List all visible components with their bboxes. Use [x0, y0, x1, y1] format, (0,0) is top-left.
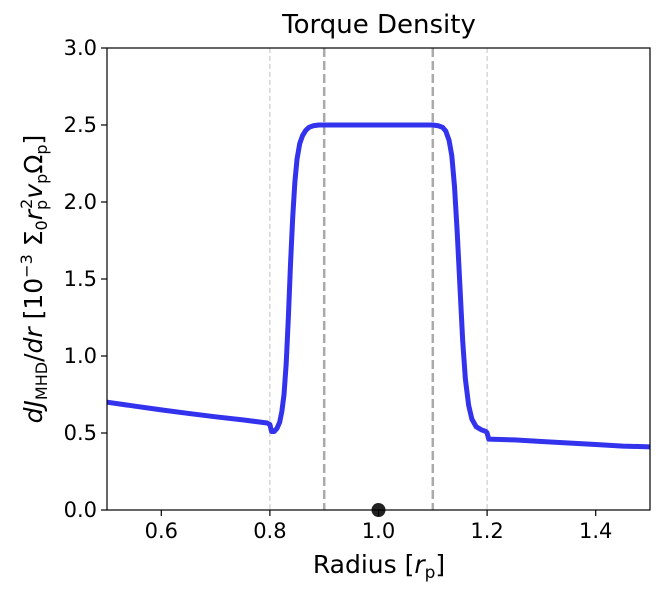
y-label-sub-0: 0 [32, 220, 51, 230]
y-label-d1: d [19, 407, 48, 423]
y-label-omega: Ω [19, 155, 48, 174]
y-label-v: v [19, 183, 48, 199]
reference-lines [269, 48, 488, 510]
series-line-0 [106, 122, 651, 450]
y-label-sub-p3: p [32, 144, 51, 154]
y-label-sup-2: 2 [17, 199, 36, 209]
x-axis-label-end: ] [435, 550, 445, 579]
x-axis-label: Radius [rp] [313, 550, 445, 583]
y-label-sub-p: p [32, 200, 51, 210]
y-tick-label: 1.0 [64, 344, 97, 368]
y-label-d2: d [19, 337, 48, 353]
x-tick-label: 1.2 [470, 519, 503, 543]
y-axis-ticks: 0.0 0.5 1.0 1.5 2.0 2.5 3.0 [64, 36, 107, 522]
series-group [106, 122, 651, 450]
y-tick-label: 0.0 [64, 498, 97, 522]
y-label-r2: r [19, 208, 48, 220]
x-tick-label: 0.6 [145, 519, 178, 543]
y-tick-label: 0.5 [64, 421, 97, 445]
x-axis-label-main: Radius [ [313, 550, 415, 579]
x-tick-label: 1.0 [362, 519, 395, 543]
y-tick-label: 3.0 [64, 36, 97, 60]
y-label-sub-mhd: MHD [32, 362, 51, 400]
x-tick-label: 0.8 [253, 519, 286, 543]
chart-title: Torque Density [281, 10, 476, 40]
y-tick-label: 1.5 [64, 267, 97, 291]
y-tick-label: 2.5 [64, 113, 97, 137]
y-label-sub-p2: p [32, 174, 51, 184]
x-tick-label: 1.4 [579, 519, 612, 543]
y-axis-label: dJMHD/dr [10−3 Σ0rp2vpΩp] [17, 135, 51, 424]
x-axis-label-sub: p [425, 563, 436, 583]
x-axis-ticks: 0.6 0.8 1.0 1.2 1.4 [145, 510, 612, 543]
y-label-exponent: −3 [17, 254, 36, 278]
y-tick-label: 2.0 [64, 190, 97, 214]
y-label-r: r [19, 326, 48, 338]
y-label-slash: / [19, 353, 48, 362]
x-axis-label-var: r [414, 550, 426, 579]
y-label-bracket: [10 [19, 278, 48, 328]
y-label-sigma: Σ [19, 230, 48, 254]
y-label-close: ] [19, 135, 48, 145]
